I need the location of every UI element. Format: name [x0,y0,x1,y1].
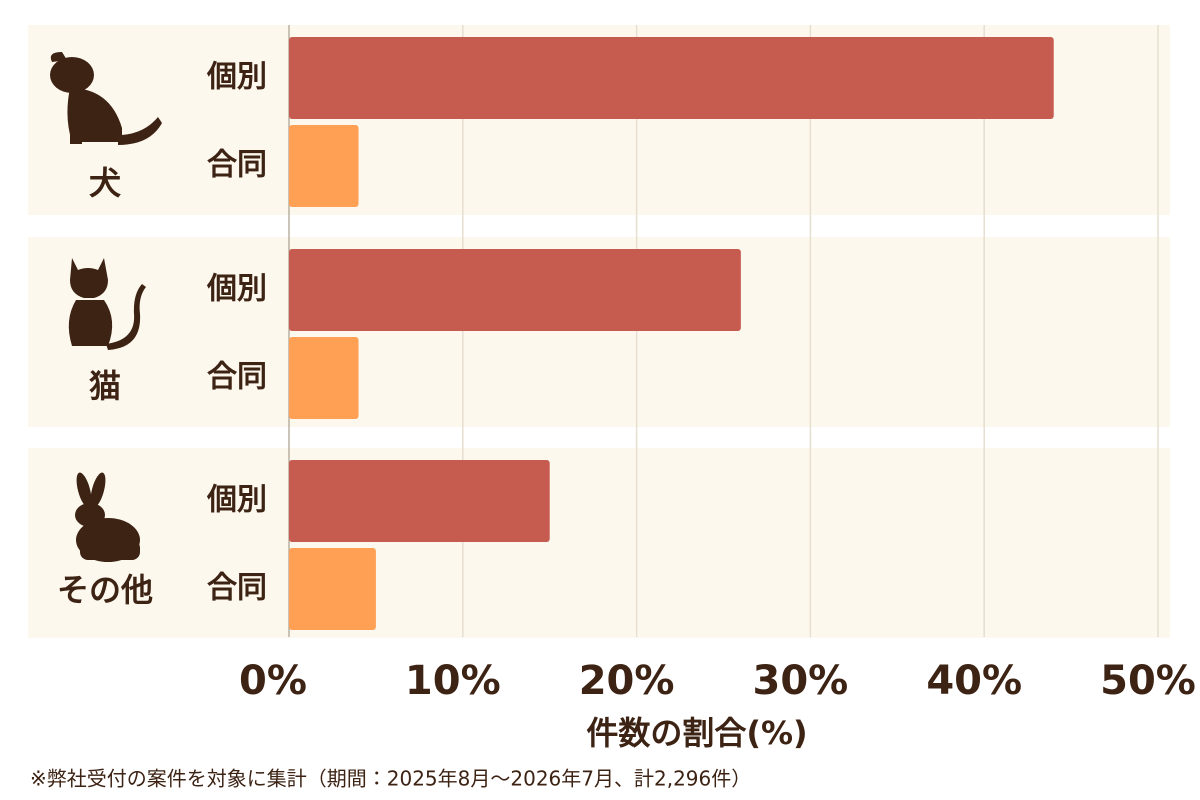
x-axis-title: 件数の割合(%) [586,714,807,752]
x-tick-label: 0% [239,658,307,704]
cat-icon [68,258,146,350]
group-panel [28,448,1170,638]
bar [289,125,359,207]
series-label: 個別 [206,272,267,307]
series-label: 個別 [206,483,267,518]
dog-icon [50,52,162,145]
footnote: ※弊社受付の案件を対象に集計（期間：2025年8月〜2026年7月、計2,296… [30,767,751,791]
rabbit-icon [75,472,140,562]
series-label: 合同 [207,148,267,183]
bar [289,37,1054,119]
x-tick-label: 10% [405,658,501,704]
bar [289,460,550,542]
series-label: 個別 [206,60,267,95]
category-label: その他 [57,571,153,609]
series-label: 合同 [207,360,267,395]
bars [289,37,1054,630]
bar [289,548,376,630]
category-label: 犬 [89,164,121,202]
x-tick-label: 30% [753,658,849,704]
x-tick-label: 40% [926,658,1022,704]
x-tick-label: 20% [579,658,675,704]
bar [289,337,359,419]
x-tick-label: 50% [1100,658,1196,704]
bar [289,249,741,331]
category-label: 猫 [89,367,121,405]
series-label: 合同 [207,571,267,606]
